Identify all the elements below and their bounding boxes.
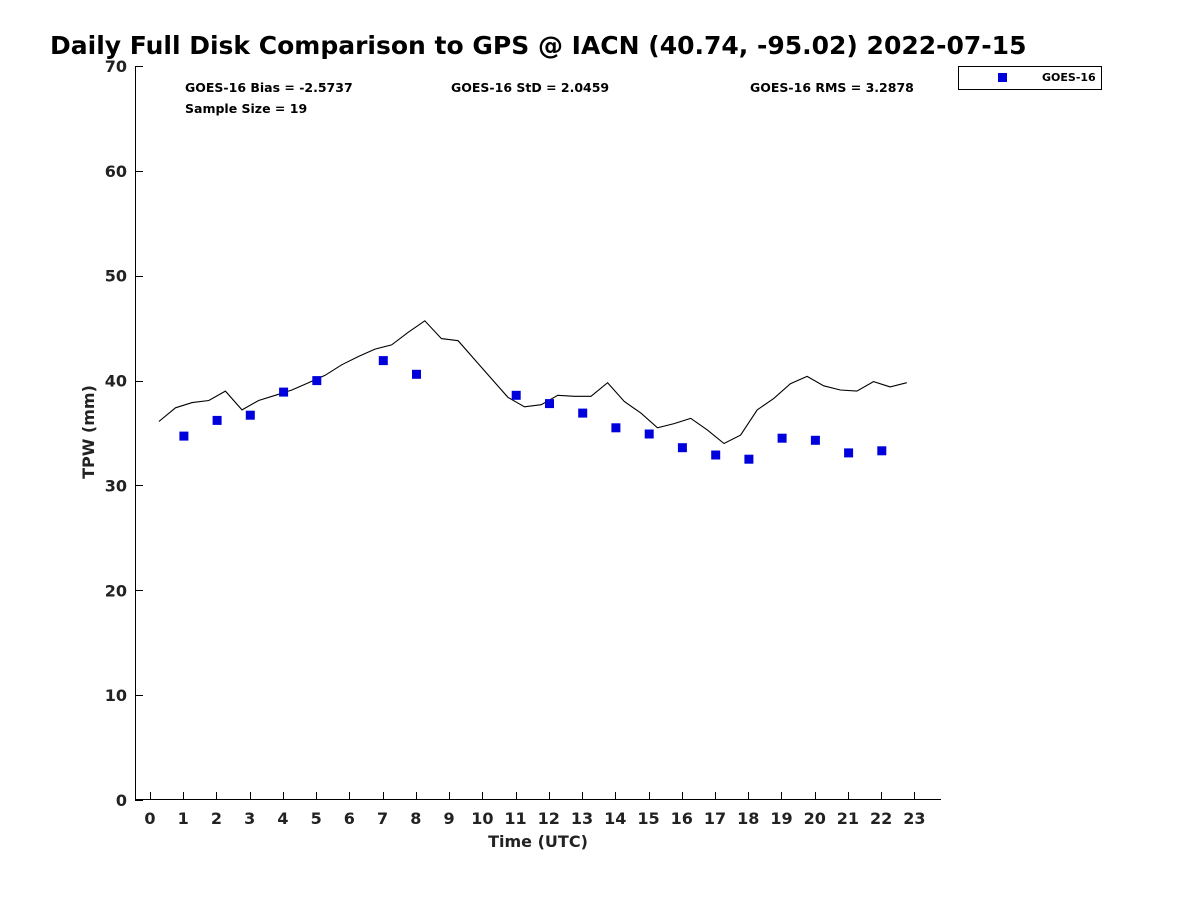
x-tick-label: 15 (637, 809, 659, 828)
x-tick-label: 21 (837, 809, 859, 828)
goes16-point (212, 415, 222, 425)
y-ticks: 0 10 20 30 40 50 60 70 (105, 57, 143, 810)
gps-tpw-line (158, 320, 907, 445)
y-axis-label: TPW (mm) (79, 385, 98, 479)
x-tick-label: 5 (311, 809, 322, 828)
x-tick-label: 19 (770, 809, 792, 828)
goes16-point (810, 435, 820, 445)
y-tick-label: 10 (105, 686, 127, 705)
goes16-point (744, 454, 754, 464)
goes16-point (578, 408, 588, 418)
chart-title: Daily Full Disk Comparison to GPS @ IACN… (50, 31, 1026, 60)
x-ticks: 0 1 2 3 4 5 6 7 8 9 10 11 12 13 14 15 16 17 18 19 20 21 22 23 (144, 792, 926, 828)
goes16-point (279, 387, 289, 397)
y-tick-label: 70 (105, 57, 127, 76)
x-tick-label: 20 (804, 809, 826, 828)
x-tick-label: 0 (144, 809, 155, 828)
goes16-point (545, 399, 554, 409)
stat-std: GOES-16 StD = 2.0459 (451, 80, 609, 95)
goes16-point (877, 446, 887, 456)
goes16-point (179, 431, 189, 441)
legend: GOES-16 (958, 66, 1102, 90)
x-tick-label: 3 (244, 809, 255, 828)
y-tick-label: 50 (105, 267, 127, 286)
x-tick-label: 7 (377, 809, 388, 828)
x-tick-label: 12 (538, 809, 560, 828)
goes16-point (312, 376, 322, 386)
goes16-point (777, 433, 787, 443)
stats-annotations: GOES-16 Bias = -2.5737 GOES-16 StD = 2.0… (185, 80, 914, 116)
goes16-point (412, 369, 421, 379)
legend-label-goes16: GOES-16 (1042, 71, 1096, 84)
x-tick-label: 14 (604, 809, 626, 828)
stat-sample-size: Sample Size = 19 (185, 101, 307, 116)
goes16-point (677, 443, 687, 453)
series-layer (158, 320, 907, 464)
y-tick-label: 30 (105, 476, 127, 495)
x-tick-label: 17 (704, 809, 726, 828)
x-tick-label: 8 (410, 809, 421, 828)
stat-bias: GOES-16 Bias = -2.5737 (185, 80, 353, 95)
x-tick-label: 10 (471, 809, 493, 828)
x-tick-label: 22 (870, 809, 892, 828)
x-tick-label: 4 (277, 809, 288, 828)
legend-marker-goes16 (998, 73, 1007, 82)
x-tick-label: 13 (571, 809, 593, 828)
x-tick-label: 2 (211, 809, 222, 828)
goes16-point (511, 390, 521, 400)
legend-box (958, 66, 1102, 90)
goes16-point (711, 450, 721, 460)
goes16-point (611, 423, 621, 433)
y-tick-label: 20 (105, 581, 127, 600)
goes16-point (644, 429, 654, 439)
x-tick-label: 9 (444, 809, 455, 828)
x-tick-label: 6 (344, 809, 355, 828)
goes16-point (844, 448, 854, 458)
x-tick-label: 23 (903, 809, 925, 828)
x-tick-label: 1 (178, 809, 189, 828)
x-tick-label: 11 (504, 809, 526, 828)
y-tick-label: 60 (105, 162, 127, 181)
y-tick-label: 0 (116, 791, 127, 810)
x-tick-label: 18 (737, 809, 759, 828)
y-tick-label: 40 (105, 372, 127, 391)
stat-rms: GOES-16 RMS = 3.2878 (750, 80, 914, 95)
x-tick-label: 16 (671, 809, 693, 828)
goes16-point (378, 356, 388, 366)
goes16-point (245, 410, 255, 420)
x-axis-label: Time (UTC) (488, 832, 588, 851)
